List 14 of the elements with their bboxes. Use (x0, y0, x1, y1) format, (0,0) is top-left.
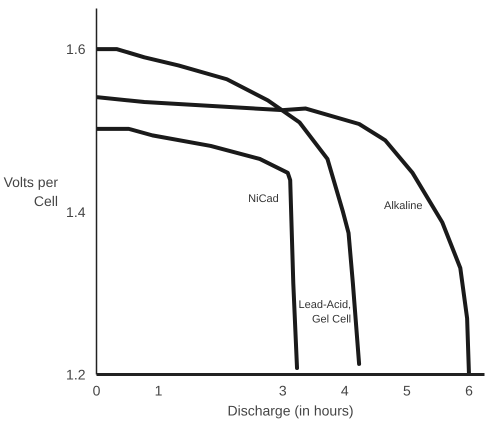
y-tick-label: 1.4 (66, 204, 86, 220)
x-tick-label: 4 (340, 382, 349, 398)
y-tick-label: 1.6 (66, 41, 86, 58)
x-tick-label: 5 (403, 382, 412, 398)
x-tick-label: 6 (465, 382, 474, 398)
x-axis-title: Discharge (in hours) (227, 402, 354, 418)
x-tick-label: 0 (92, 382, 101, 398)
x-tick-label: 3 (278, 382, 287, 398)
series-label: Lead-Acid, Gel Cell (298, 299, 352, 326)
y-axis-title: Volts per Cell (4, 174, 58, 210)
x-tick-label: 1 (154, 382, 163, 398)
series-label: Alkaline (384, 200, 423, 212)
y-tick-label: 1.2 (66, 366, 86, 382)
series-label: NiCad (248, 192, 279, 205)
